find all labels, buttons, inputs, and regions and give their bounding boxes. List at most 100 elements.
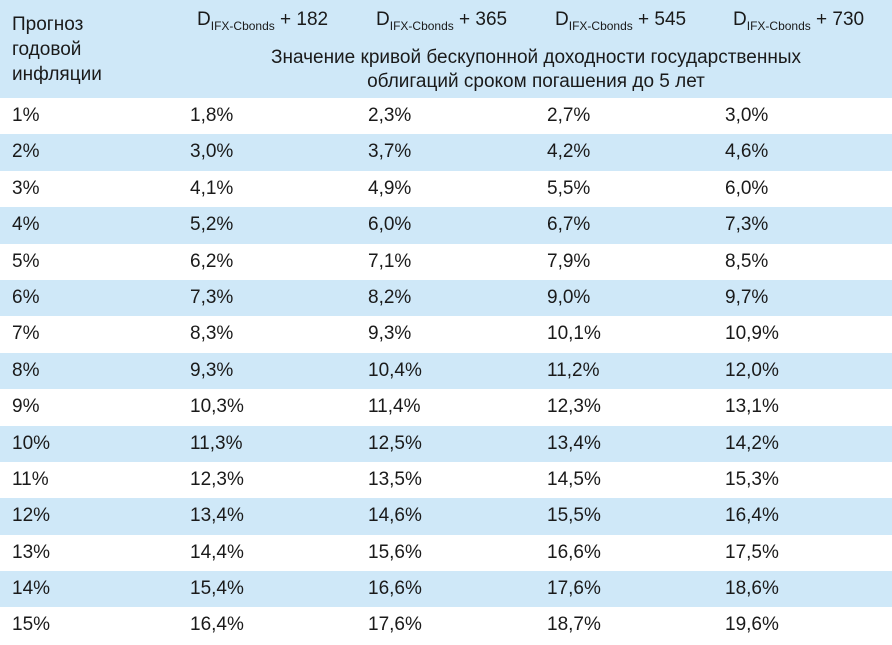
table-row: 11% 12,3% 13,5% 14,5% 15,3%: [0, 462, 892, 498]
yield-curve-note-line: Значение кривой бескупонной доходности г…: [270, 47, 801, 68]
column-header-suffix: + 365: [453, 9, 508, 30]
inflation-cell: 11%: [12, 468, 49, 490]
inflation-cell: 3%: [12, 177, 40, 199]
yield-cell: 3,7%: [368, 141, 412, 163]
column-header-182: DIFX-Cbonds + 182: [197, 8, 328, 38]
yield-cell: 14,4%: [190, 541, 244, 563]
yield-curve-note-line: облигаций сроком погашения до 5 лет: [367, 71, 705, 92]
inflation-header-line: инфляции: [12, 64, 102, 85]
yield-cell: 12,3%: [190, 468, 244, 490]
inflation-header-line: годовой: [12, 39, 82, 60]
table-row: 2% 3,0% 3,7% 4,2% 4,6%: [0, 134, 892, 171]
table-body: 1% 1,8% 2,3% 2,7% 3,0% 2% 3,0% 3,7% 4,2% 4,6% 3% 4,…: [0, 98, 892, 644]
yield-cell: 12,5%: [368, 432, 422, 454]
yield-cell: 10,9%: [725, 323, 779, 345]
yield-cell: 2,7%: [547, 105, 591, 126]
yield-cell: 8,2%: [368, 286, 412, 308]
yield-cell: 11,4%: [368, 396, 421, 418]
table-row: 13% 14,4% 15,6% 16,6% 17,5%: [0, 535, 892, 571]
yield-cell: 8,3%: [190, 323, 234, 345]
yield-cell: 5,5%: [547, 177, 591, 199]
yield-cell: 8,5%: [725, 250, 769, 272]
inflation-forecast-header: Прогноз годовой инфляции: [12, 12, 162, 87]
inflation-cell: 1%: [12, 105, 40, 126]
column-header-730: DIFX-Cbonds + 730: [733, 8, 864, 38]
column-header-suffix: + 182: [274, 9, 329, 30]
column-header-base: D: [733, 9, 747, 30]
yield-cell: 18,6%: [725, 578, 779, 600]
inflation-cell: 2%: [12, 141, 40, 163]
yield-cell: 13,1%: [725, 396, 779, 418]
yield-cell: 1,8%: [190, 105, 234, 126]
yield-cell: 11,2%: [547, 359, 600, 381]
yield-cell: 5,2%: [190, 214, 234, 236]
yield-cell: 11,3%: [190, 432, 243, 454]
inflation-cell: 4%: [12, 214, 40, 236]
column-header-545: DIFX-Cbonds + 545: [555, 8, 686, 38]
table-row: 7% 8,3% 9,3% 10,1% 10,9%: [0, 316, 892, 352]
table-row: 12% 13,4% 14,6% 15,5% 16,4%: [0, 498, 892, 535]
table-row: 15% 16,4% 17,6% 18,7% 19,6%: [0, 607, 892, 643]
yield-cell: 9,0%: [547, 286, 591, 308]
column-header-base: D: [197, 9, 211, 30]
yield-cell: 12,0%: [725, 359, 779, 381]
inflation-cell: 15%: [12, 614, 51, 636]
inflation-cell: 6%: [12, 286, 40, 308]
yield-cell: 9,3%: [368, 323, 412, 345]
yield-cell: 3,0%: [725, 105, 769, 126]
table-row: 8% 9,3% 10,4% 11,2% 12,0%: [0, 352, 892, 390]
column-header-365: DIFX-Cbonds + 365: [376, 8, 507, 38]
yield-cell: 3,0%: [190, 141, 234, 163]
yield-cell: 16,4%: [190, 614, 244, 636]
inflation-cell: 14%: [12, 578, 51, 600]
yield-cell: 10,1%: [547, 323, 601, 345]
table-row: 4% 5,2% 6,0% 6,7% 7,3%: [0, 207, 892, 244]
column-header-sub: IFX-Cbonds: [746, 19, 811, 33]
yield-cell: 10,3%: [190, 396, 244, 418]
yield-cell: 15,3%: [725, 468, 779, 490]
yield-cell: 7,3%: [190, 286, 234, 308]
table-row: 10% 11,3% 12,5% 13,4% 14,2%: [0, 425, 892, 462]
inflation-cell: 8%: [12, 359, 40, 381]
column-header-suffix: + 730: [810, 9, 865, 30]
table-row: 3% 4,1% 4,9% 5,5% 6,0%: [0, 171, 892, 207]
yield-cell: 6,0%: [368, 214, 412, 236]
yield-cell: 9,7%: [725, 286, 769, 308]
yield-cell: 10,4%: [368, 359, 422, 381]
yield-cell: 2,3%: [368, 105, 412, 126]
inflation-cell: 5%: [12, 250, 40, 272]
yield-cell: 17,5%: [725, 541, 779, 563]
yield-cell: 4,6%: [725, 141, 769, 163]
inflation-cell: 13%: [12, 541, 51, 563]
yield-cell: 13,5%: [368, 468, 422, 490]
yield-cell: 19,6%: [725, 614, 779, 636]
yield-cell: 12,3%: [547, 396, 601, 418]
yield-cell: 4,2%: [547, 141, 591, 163]
table-header: Прогноз годовой инфляции DIFX-Cbonds + 1…: [0, 0, 892, 98]
yield-cell: 7,9%: [547, 250, 591, 272]
yield-cell: 14,2%: [725, 432, 779, 454]
table-row: 5% 6,2% 7,1% 7,9% 8,5%: [0, 244, 892, 280]
table-row: 6% 7,3% 8,2% 9,0% 9,7%: [0, 279, 892, 317]
inflation-cell: 9%: [12, 396, 40, 418]
yield-cell: 4,1%: [190, 177, 234, 199]
inflation-cell: 10%: [12, 432, 51, 454]
yield-curve-note: Значение кривой бескупонной доходности г…: [180, 46, 892, 94]
yield-cell: 6,2%: [190, 250, 234, 272]
inflation-header-line: Прогноз: [12, 14, 84, 35]
yield-cell: 7,1%: [368, 250, 412, 272]
yield-cell: 13,4%: [547, 432, 601, 454]
yield-cell: 15,5%: [547, 505, 601, 527]
yield-cell: 18,7%: [547, 614, 601, 636]
yield-cell: 15,6%: [368, 541, 422, 563]
yield-cell: 14,5%: [547, 468, 601, 490]
yield-cell: 4,9%: [368, 177, 412, 199]
yield-cell: 6,0%: [725, 177, 769, 199]
yield-cell: 6,7%: [547, 214, 591, 236]
column-header-sub: IFX-Cbonds: [210, 19, 275, 33]
table-row: 1% 1,8% 2,3% 2,7% 3,0%: [0, 98, 892, 134]
yield-cell: 16,4%: [725, 505, 779, 527]
yield-cell: 9,3%: [190, 359, 234, 381]
column-header-suffix: + 545: [632, 9, 687, 30]
